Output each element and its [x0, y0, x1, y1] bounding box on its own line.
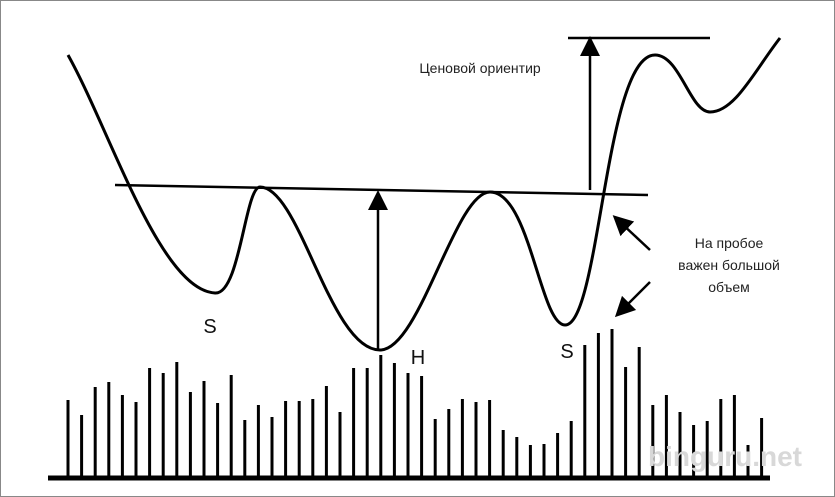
- volume-note: На пробое: [695, 235, 764, 251]
- shoulder-label: S: [203, 316, 216, 338]
- head-label: H: [411, 347, 425, 369]
- note-arrow: [612, 215, 651, 251]
- shoulder-label: S: [560, 341, 573, 363]
- price-curve: [66, 37, 782, 352]
- watermark: binguru.net: [648, 441, 802, 472]
- volume-note: объем: [708, 279, 750, 295]
- volume-bars: [66, 329, 764, 478]
- target-label: Ценовой ориентир: [419, 60, 541, 76]
- volume-note: важен большой: [678, 257, 780, 273]
- note-arrow: [614, 281, 651, 318]
